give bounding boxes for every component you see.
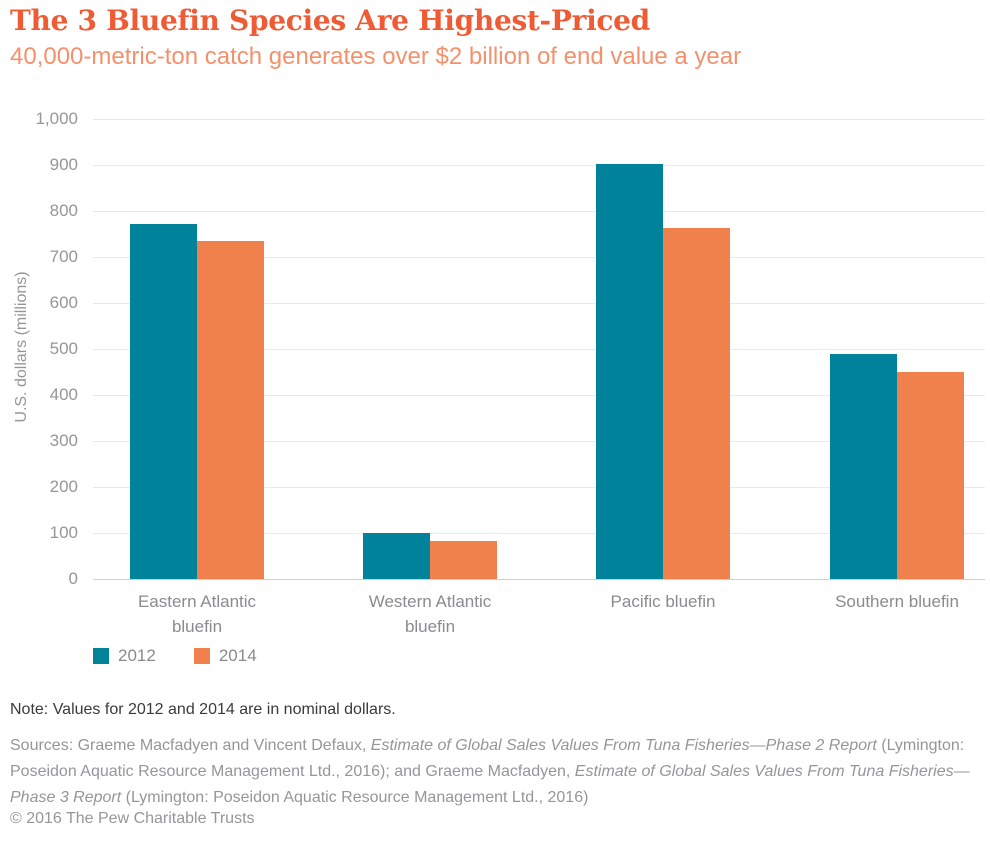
plot-area (93, 119, 985, 580)
bar-group-1 (130, 119, 264, 579)
y-tick-label-800: 800 (49, 201, 78, 220)
legend-item-2014: 2014 (193, 646, 257, 666)
bar-2012-pacific-bluefin (596, 164, 663, 579)
bar-2014-western-atlantic-bluefin (430, 540, 497, 579)
legend-swatch-2012 (93, 648, 109, 664)
sources-text: Sources: Graeme Macfadyen and Vincent De… (10, 733, 972, 811)
y-tick-label-300: 300 (49, 431, 78, 450)
copyright-text: © 2016 The Pew Charitable Trusts (10, 810, 255, 827)
y-tick-label-900: 900 (49, 155, 78, 174)
source-report-title: Estimate of Global Sales Values From Tun… (10, 763, 970, 806)
chart-legend: 2012 2014 (93, 646, 257, 666)
bar-2012-western-atlantic-bluefin (363, 532, 430, 579)
source-text-segment: (Lymington: Poseidon Aquatic Resource Ma… (10, 737, 965, 780)
page-title: The 3 Bluefin Species Are Highest-Priced (10, 4, 650, 37)
legend-label-2012: 2012 (118, 646, 156, 665)
bar-group-4 (830, 119, 964, 579)
page-subtitle: 40,000-metric-ton catch generates over $… (10, 43, 742, 70)
bar-group-2 (363, 119, 497, 579)
gridline-400 (93, 395, 985, 396)
x-category-label-4: Southern bluefin (835, 592, 959, 611)
y-tick-label-700: 700 (49, 247, 78, 266)
bar-2012-eastern-atlantic-bluefin (130, 223, 197, 579)
y-tick-label-500: 500 (49, 339, 78, 358)
y-tick-label-400: 400 (49, 385, 78, 404)
gridline-300 (93, 441, 985, 442)
source-report-title: Estimate of Global Sales Values From Tun… (370, 737, 877, 754)
x-category-label-1: Eastern Atlantic bluefin (137, 592, 257, 636)
bar-2014-southern-bluefin (897, 372, 964, 579)
legend-item-2012: 2012 (93, 646, 156, 666)
gridline-500 (93, 349, 985, 350)
gridline-700 (93, 257, 985, 258)
grouped-bar-chart: U.S. dollars (millions) 0 100 200 300 400 500… (13, 109, 985, 666)
source-text-segment: (Lymington: Poseidon Aquatic Resource Ma… (121, 789, 589, 806)
legend-swatch-2014 (193, 648, 210, 664)
y-tick-label-1000: 1,000 (35, 109, 78, 128)
bar-2014-pacific-bluefin (663, 228, 730, 579)
bar-2012-southern-bluefin (830, 353, 897, 579)
source-text-segment: Sources: Graeme Macfadyen and Vincent De… (10, 737, 371, 754)
bar-2014-eastern-atlantic-bluefin (197, 240, 264, 579)
gridline-1000 (93, 119, 985, 120)
y-tick-label-600: 600 (49, 293, 78, 312)
y-tick-label-100: 100 (49, 523, 78, 542)
gridline-800 (93, 211, 985, 212)
gridline-200 (93, 487, 985, 488)
gridline-900 (93, 165, 985, 166)
legend-label-2014: 2014 (218, 646, 257, 665)
bar-group-3 (596, 119, 730, 579)
note-text: Note: Values for 2012 and 2014 are in no… (10, 701, 396, 718)
x-category-label-2: Western Atlantic bluefin (368, 592, 492, 636)
x-axis-baseline (93, 579, 985, 580)
y-tick-label-0: 0 (68, 569, 78, 588)
y-tick-label-200: 200 (49, 477, 78, 496)
x-category-label-3: Pacific bluefin (610, 592, 716, 611)
gridline-100 (93, 533, 985, 534)
gridline-600 (93, 303, 985, 304)
